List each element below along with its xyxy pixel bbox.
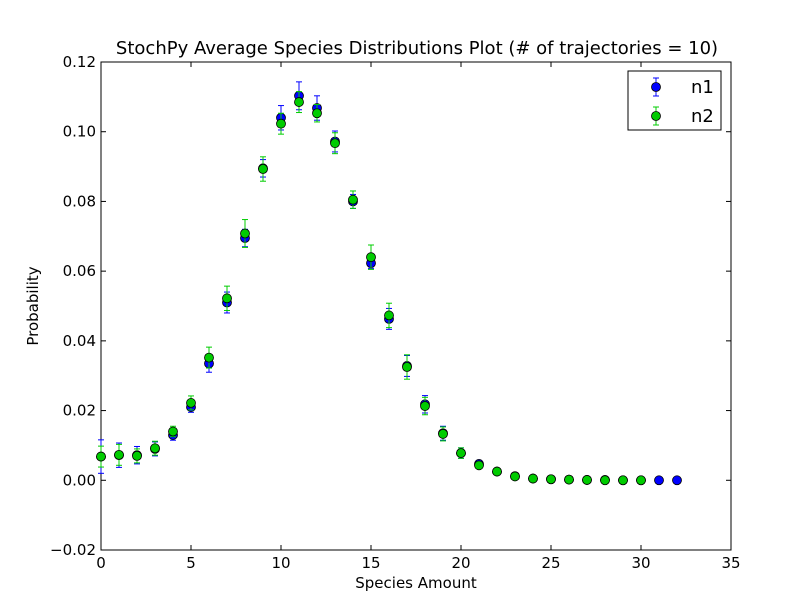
y-axis-label: Probability [24, 266, 42, 345]
legend-marker [651, 111, 661, 121]
data-point [438, 429, 448, 439]
x-tick-label: 10 [271, 554, 290, 572]
data-point [312, 108, 322, 119]
data-point [600, 475, 610, 486]
data-point [402, 362, 412, 372]
y-tick-label: −0.02 [50, 541, 96, 559]
data-point [366, 252, 376, 263]
legend-marker [651, 82, 661, 92]
data-point [636, 475, 646, 486]
data-point [582, 475, 592, 485]
data-point [294, 97, 304, 107]
data-point [186, 398, 196, 408]
series-n1 [96, 81, 682, 486]
data-point [420, 401, 430, 411]
x-tick-label: 0 [96, 554, 106, 572]
x-tick-label: 35 [721, 554, 740, 572]
data-point [240, 228, 250, 239]
series-n2 [96, 91, 646, 486]
data-point [654, 475, 664, 486]
data-point [474, 460, 484, 471]
data-point [564, 474, 574, 485]
data-point [114, 449, 124, 460]
plot-frame [100, 61, 732, 551]
data-point [510, 471, 520, 482]
plot-area [96, 81, 682, 486]
data-point [492, 466, 502, 477]
data-point [672, 475, 682, 486]
data-point [384, 310, 394, 321]
data-point [546, 474, 556, 485]
legend-box [627, 70, 722, 131]
y-tick-label: 0.02 [63, 402, 96, 420]
y-tick-label: 0.12 [63, 53, 96, 71]
data-point [204, 352, 214, 363]
data-point [258, 164, 268, 174]
data-point [132, 450, 142, 461]
y-tick-label: 0.00 [63, 471, 96, 489]
y-tick-label: 0.04 [63, 332, 96, 350]
y-tick-label: 0.08 [63, 192, 96, 210]
legend-label: n2 [691, 106, 714, 127]
y-tick-label: 0.10 [63, 123, 96, 141]
data-point [618, 475, 628, 486]
data-point [96, 451, 106, 462]
x-tick-label: 20 [451, 554, 470, 572]
chart-title: StochPy Average Species Distributions Pl… [116, 38, 718, 59]
data-point [276, 118, 286, 129]
legend-label: n1 [691, 77, 714, 98]
x-axis: 0 5 10 15 20 25 30 35 [96, 62, 741, 572]
y-axis: −0.02 0.00 0.02 0.04 0.06 0.08 0.10 0.12 [50, 53, 731, 559]
x-tick-label: 5 [186, 554, 196, 572]
data-point [330, 138, 340, 149]
data-point [150, 443, 160, 454]
x-tick-label: 25 [541, 554, 560, 572]
y-tick-label: 0.06 [63, 262, 96, 280]
data-point [528, 473, 538, 484]
x-axis-label: Species Amount [355, 574, 477, 592]
x-tick-label: 30 [631, 554, 650, 572]
data-point [456, 448, 466, 458]
data-point [168, 426, 178, 437]
x-tick-label: 15 [361, 554, 380, 572]
data-point [348, 194, 358, 205]
data-point [222, 293, 232, 304]
